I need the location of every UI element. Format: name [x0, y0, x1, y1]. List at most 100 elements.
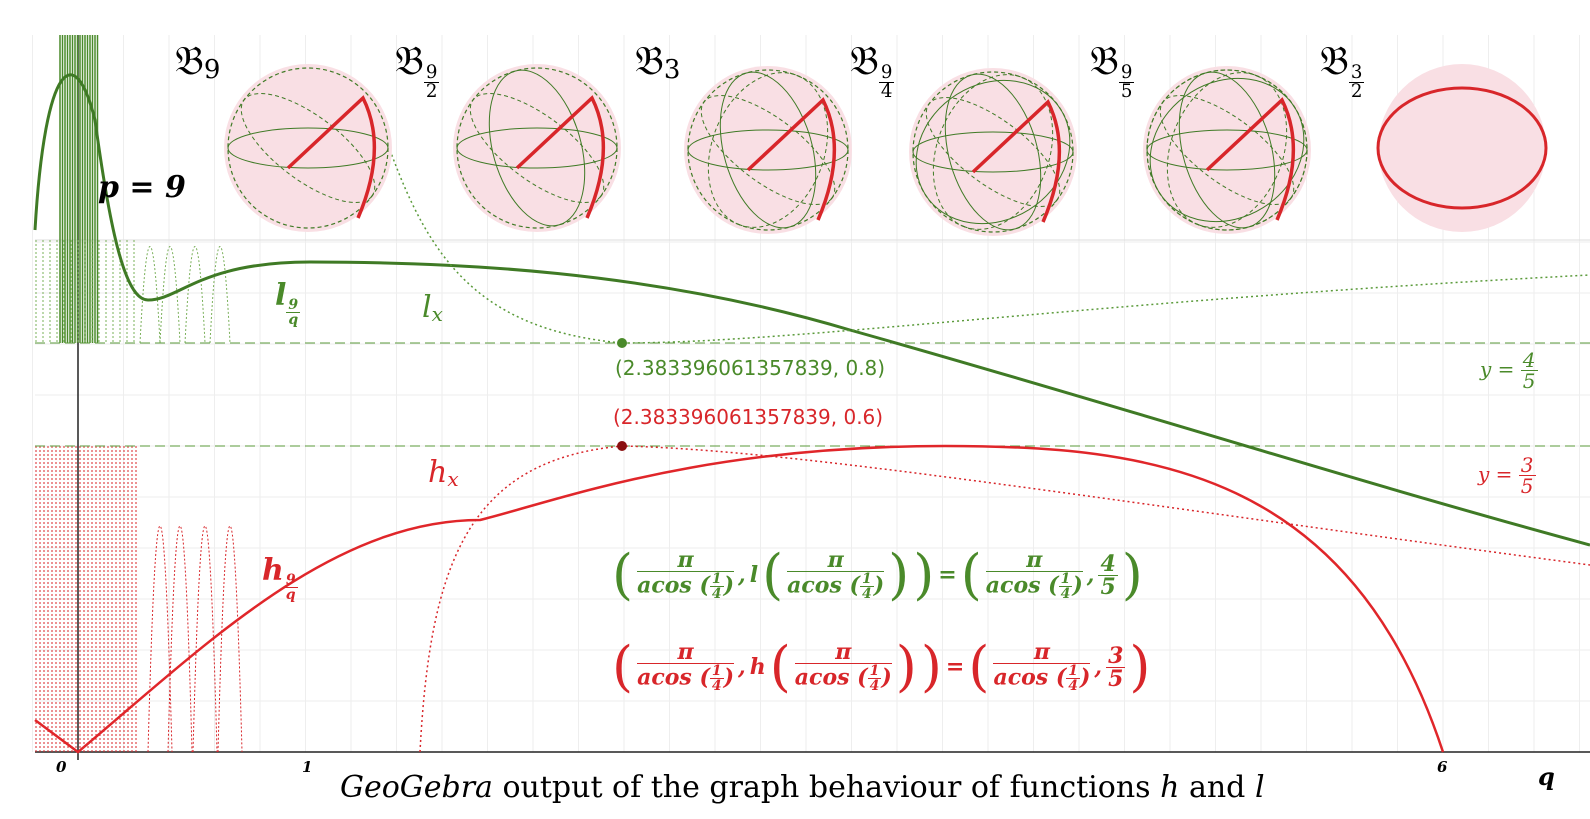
sphere-path — [1205, 97, 1296, 221]
subscript: x — [431, 302, 443, 327]
paren: ) — [913, 543, 935, 606]
sphere-geodesic — [1146, 129, 1308, 171]
lhs: y = — [1478, 462, 1513, 486]
denominator: 4 — [861, 586, 872, 602]
curve-h-9-q — [34, 444, 1445, 754]
sphere-geodesic — [1146, 69, 1308, 231]
osc-line — [147, 525, 173, 753]
denominator: q — [288, 312, 299, 329]
numerator: 3 — [1518, 453, 1536, 477]
curve-label: hx — [428, 455, 459, 491]
sphere-geodesic — [944, 73, 1042, 231]
caption-part: l — [1254, 770, 1265, 805]
osc-line — [217, 525, 243, 753]
fraction: π acos (1 4) — [787, 549, 885, 602]
numerator: π — [637, 549, 735, 572]
paren: ( — [612, 543, 634, 606]
symbol: 𝔅 — [850, 38, 879, 84]
symbol: h — [428, 455, 448, 490]
func: acos — [993, 664, 1049, 691]
caption-part: h — [1160, 770, 1180, 805]
symbol: 𝔅 — [1090, 38, 1119, 84]
paren: ( — [612, 635, 634, 698]
symbol: l — [275, 278, 287, 313]
paren: ) — [1121, 543, 1143, 606]
subscript: 3 — [663, 55, 681, 86]
numerator: 4 — [1098, 550, 1118, 577]
symbol: 𝔅 — [1320, 38, 1349, 84]
paren: ( — [968, 635, 990, 698]
func: acos — [985, 572, 1041, 599]
sphere-label: 𝔅9 — [175, 38, 220, 85]
denominator: acos (1 4) — [637, 663, 735, 694]
numerator: 1 — [1058, 571, 1073, 587]
x-tick-label: 0 — [56, 758, 67, 776]
denominator: acos (1 4) — [993, 663, 1091, 694]
denominator: 4 — [1060, 586, 1071, 602]
func: acos — [794, 664, 850, 691]
denominator: 5 — [1100, 573, 1116, 600]
equals: = — [945, 654, 965, 680]
denominator: 4 — [1068, 678, 1078, 694]
x-tick-label: 1 — [302, 758, 313, 776]
sphere-geodesic — [912, 131, 1074, 173]
sphere-geodesic — [1178, 71, 1276, 229]
fraction: π acos (1 4) — [637, 641, 735, 694]
numerator: π — [794, 641, 892, 664]
denominator: acos (1 4) — [787, 571, 885, 602]
fraction: π acos (1 4) — [993, 641, 1091, 694]
paren: ( — [769, 635, 791, 698]
denominator: 4 — [869, 678, 880, 694]
sphere-geodesic — [227, 127, 389, 169]
sphere-geodesic — [707, 72, 829, 228]
x-tick-label: 6 — [1437, 758, 1448, 776]
point-label: (2.383396061357839, 0.6) — [613, 405, 884, 429]
curve-l-9-q — [33, 73, 1590, 547]
denominator: 5 — [1520, 474, 1534, 498]
sphere-geodesic — [925, 96, 1061, 208]
sphere-geodesic — [700, 94, 836, 206]
sphere-path — [746, 97, 837, 221]
func: acos — [787, 572, 842, 599]
osc-line — [184, 246, 206, 344]
paren: ) — [888, 543, 910, 606]
osc-line — [139, 246, 161, 344]
denominator: 2 — [1350, 81, 1363, 103]
curve-label: lx — [422, 290, 443, 326]
curve-l-x — [389, 149, 1590, 344]
sphere-label: 𝔅3 — [635, 38, 680, 85]
point-h — [617, 441, 627, 451]
sphere-geodesic — [488, 69, 586, 227]
subscript: 9 — [203, 55, 221, 86]
symbol: 𝔅 — [635, 38, 664, 84]
caption: GeoGebra output of the graph behaviour o… — [340, 770, 1265, 805]
numerator: π — [993, 641, 1091, 664]
equation: (π acos (1 4), h(π acos (1 4))) =(π acos (1 4), 3… — [612, 635, 1151, 698]
osc-line — [192, 525, 218, 753]
x-axis-name: q — [1538, 762, 1555, 791]
sphere-geodesic — [687, 129, 849, 171]
sphere-path — [1376, 86, 1548, 210]
subscript: x — [447, 467, 459, 492]
paren: ( — [960, 543, 982, 606]
numerator: 1 — [859, 571, 874, 587]
